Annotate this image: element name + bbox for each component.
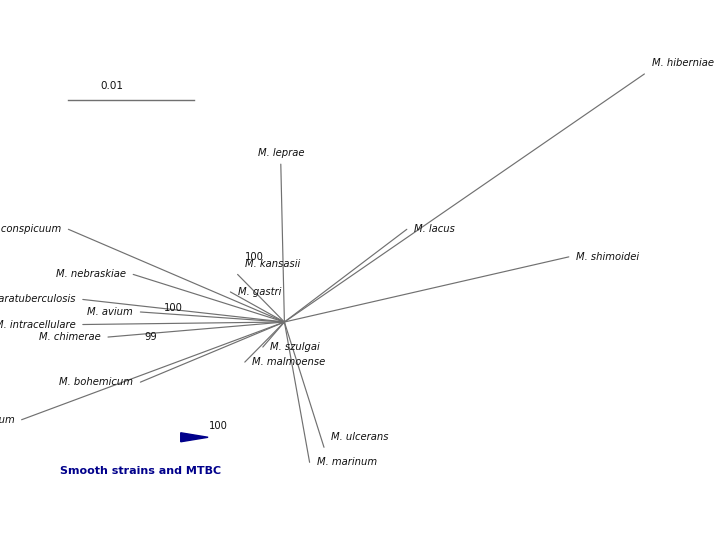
Text: 100: 100 [164,303,183,313]
Text: M. malmoense: M. malmoense [252,357,325,367]
Text: M. leprae: M. leprae [258,148,304,158]
Text: Phylogenetic tree of the genus: Phylogenetic tree of the genus [11,10,359,29]
Text: M. haemophilum: M. haemophilum [0,415,14,425]
Text: M. lacus: M. lacus [414,224,455,234]
Text: M. chimerae: M. chimerae [39,332,101,342]
Text: M. intracellulare: M. intracellulare [0,320,76,329]
Text: M. bohemicum: M. bohemicum [59,377,133,387]
Text: M. shimoidei: M. shimoidei [576,252,639,262]
Text: M. kansasii: M. kansasii [245,259,300,269]
Text: M. avium: M. avium [87,307,133,317]
Text: M. marinum: M. marinum [317,457,377,467]
Text: 100: 100 [245,252,264,262]
Text: 0.01: 0.01 [100,82,123,91]
Text: M. conspicuum: M. conspicuum [0,224,61,234]
Text: Smooth strains and MTBC: Smooth strains and MTBC [60,466,221,476]
Text: M. gastri: M. gastri [238,287,281,297]
Text: M. paratuberculosis: M. paratuberculosis [0,294,76,305]
Text: M. nebraskiae: M. nebraskiae [56,269,126,279]
Text: M. hiberniae: M. hiberniae [652,58,714,68]
Text: M. ulcerans: M. ulcerans [331,433,389,442]
Text: 99: 99 [144,332,157,342]
Polygon shape [181,433,208,442]
Text: 100: 100 [209,421,228,431]
Text: M. szulgai: M. szulgai [270,342,320,352]
Text: Mycobacterium: Mycobacterium [432,10,578,29]
